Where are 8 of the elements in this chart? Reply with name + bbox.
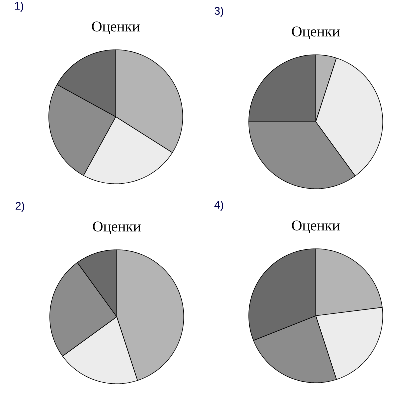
text: 2) — [16, 202, 24, 212]
text: 1) — [15, 2, 24, 12]
chart-title: Оценки — [292, 26, 340, 40]
chart-title: Оценки — [292, 220, 340, 234]
chart-title: Оценки — [93, 222, 141, 235]
chart-title: Оценки — [92, 22, 140, 34]
text: 3) — [214, 6, 224, 18]
text: 4) — [214, 200, 224, 212]
